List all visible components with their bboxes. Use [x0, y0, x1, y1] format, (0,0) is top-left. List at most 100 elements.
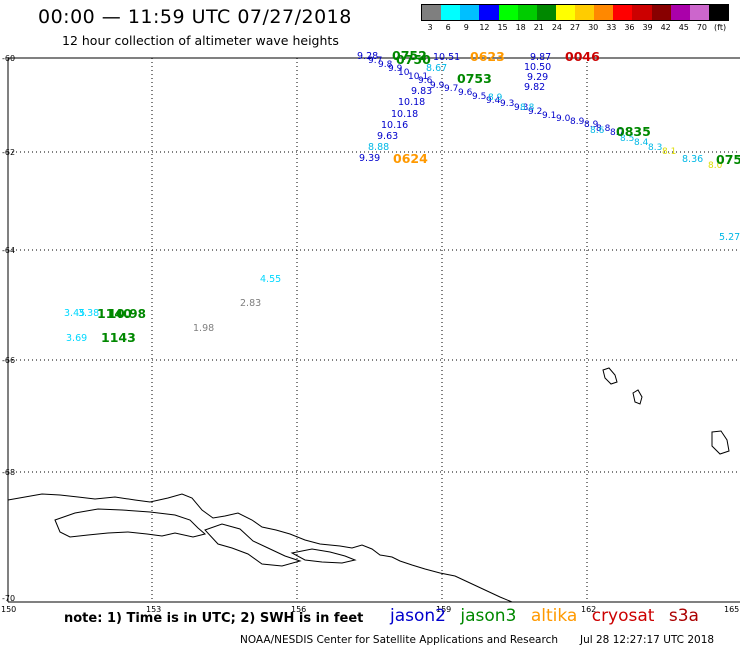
legend-label-0: 3: [427, 23, 433, 32]
svg-text:9.6: 9.6: [458, 88, 473, 98]
island-north: [602, 367, 618, 385]
wave-value-283: 2.83: [240, 298, 261, 309]
svg-text:8.0: 8.0: [708, 161, 723, 171]
sat-s3a: s3a: [668, 606, 699, 626]
time-label-1143: 1143: [101, 330, 136, 345]
legend-label-14: 45: [678, 23, 689, 32]
legend-swatch-4: [498, 5, 518, 20]
wave-value-527: 5.27: [719, 232, 740, 243]
legend-label-16: (ft): [714, 23, 727, 32]
legend-swatches: [421, 4, 729, 21]
svg-text:10.1: 10.1: [408, 72, 428, 82]
svg-text:9.3: 9.3: [514, 103, 528, 113]
legend-label-9: 30: [588, 23, 599, 32]
legend-labels: 3 6 9 12 15 18 21 24 27 30 33 36 39 42 45 70 (ft): [421, 23, 729, 32]
wave-value-1018b: 10.18: [391, 109, 418, 120]
color-legend: 3 6 9 12 15 18 21 24 27 30 33 36 39 42 45 70 (ft): [421, 4, 729, 32]
svg-text:8.3: 8.3: [648, 143, 662, 153]
svg-text:9.3: 9.3: [500, 99, 514, 109]
lon-label-150: 150: [1, 605, 16, 614]
svg-text:10.: 10.: [398, 68, 412, 78]
legend-label-8: 27: [569, 23, 581, 32]
coastline-inlet: [54, 508, 207, 538]
svg-text:8.8: 8.8: [520, 103, 535, 113]
time-label-0835: 0835: [616, 124, 651, 139]
svg-text:8.4: 8.4: [634, 138, 649, 148]
wave-value-1098: 10.98: [108, 307, 146, 321]
chart-subtitle: 12 hour collection of altimeter wave hei…: [62, 33, 339, 48]
time-label-0624: 0624: [393, 151, 428, 166]
legend-swatch-2: [460, 5, 480, 20]
coastline: [7, 493, 513, 603]
units-note: note: 1) Time is in UTC; 2) SWH is in fe…: [64, 611, 364, 626]
svg-text:8.6: 8.6: [590, 126, 605, 136]
dense-track-cyan: 8.9 8.8 8.6 8.5 8.4 8.3: [488, 93, 662, 153]
svg-text:9.7: 9.7: [444, 84, 458, 94]
wave-value-455: 4.55: [260, 274, 281, 285]
legend-label-7: 24: [551, 23, 563, 32]
legend-swatch-11: [632, 5, 652, 20]
wave-value-987: 9.87: [530, 52, 551, 63]
wave-value-982: 9.82: [524, 82, 545, 93]
wave-value-963: 9.63: [377, 131, 398, 142]
legend-swatch-15: [708, 5, 728, 20]
svg-text:8.1: 8.1: [662, 147, 676, 157]
wave-value-939: 9.39: [359, 153, 380, 164]
lat-label-66: -66: [2, 356, 15, 365]
sat-cryosat: cryosat: [591, 606, 655, 626]
svg-text:9.9: 9.9: [388, 64, 403, 74]
legend-swatch-13: [670, 5, 690, 20]
legend-label-5: 18: [515, 23, 526, 32]
lon-label-165: 165: [724, 605, 739, 614]
wave-value-1050: 10.50: [524, 62, 551, 73]
legend-label-12: 39: [642, 23, 653, 32]
sat-altika: altika: [530, 606, 578, 626]
legend-swatch-10: [613, 5, 633, 20]
svg-text:8.9: 8.9: [584, 120, 599, 130]
lon-label-162: 162: [581, 605, 596, 614]
lon-label-153: 153: [146, 605, 161, 614]
legend-swatch-9: [594, 5, 614, 20]
svg-text:8.5: 8.5: [620, 134, 634, 144]
wave-value-888: 8.88: [368, 142, 389, 153]
svg-text:9.5: 9.5: [472, 92, 486, 102]
lon-label-159: 159: [436, 605, 451, 614]
lon-label-156: 156: [291, 605, 306, 614]
lat-label-62: -62: [2, 148, 15, 157]
legend-label-10: 33: [606, 23, 617, 32]
time-label-0623: 0623: [470, 49, 505, 64]
svg-text:8.7: 8.7: [610, 128, 624, 138]
wave-value-929: 9.29: [527, 72, 548, 83]
svg-text:9.8: 9.8: [378, 60, 393, 70]
legend-label-11: 36: [624, 23, 635, 32]
chart-title: 00:00 — 11:59 UTC 07/27/2018: [38, 6, 352, 28]
legend-label-3: 12: [479, 23, 490, 32]
time-label-0753: 0753: [457, 71, 492, 86]
island-south: [711, 430, 730, 455]
legend-swatch-5: [517, 5, 537, 20]
legend-swatch-1: [441, 5, 461, 20]
grid-lines: [8, 58, 740, 602]
wave-value-1018a: 10.18: [398, 97, 425, 108]
coastline-bay: [204, 523, 302, 567]
wave-value-198: 1.98: [193, 323, 214, 334]
legend-label-4: 15: [497, 23, 508, 32]
legend-swatch-0: [422, 5, 442, 20]
wave-value-1090: 10.98: [108, 307, 146, 321]
island-middle: [632, 389, 643, 405]
legend-swatch-14: [689, 5, 709, 20]
lat-label-70: -70: [2, 594, 15, 603]
time-label-0752: 0752: [392, 48, 427, 63]
legend-swatch-6: [536, 5, 556, 20]
sat-jason3: jason3: [460, 606, 517, 626]
svg-text:9.7: 9.7: [368, 56, 382, 66]
svg-text:9.2: 9.2: [528, 107, 542, 117]
lat-label-68: -68: [2, 468, 15, 477]
wave-value-1016: 10.16: [381, 120, 408, 131]
lat-label-64: -64: [2, 246, 15, 255]
time-label-1140: 1140: [97, 306, 132, 321]
svg-text:8.9: 8.9: [488, 93, 503, 103]
wave-value-928: 9.28: [357, 51, 378, 62]
legend-swatch-8: [575, 5, 595, 20]
